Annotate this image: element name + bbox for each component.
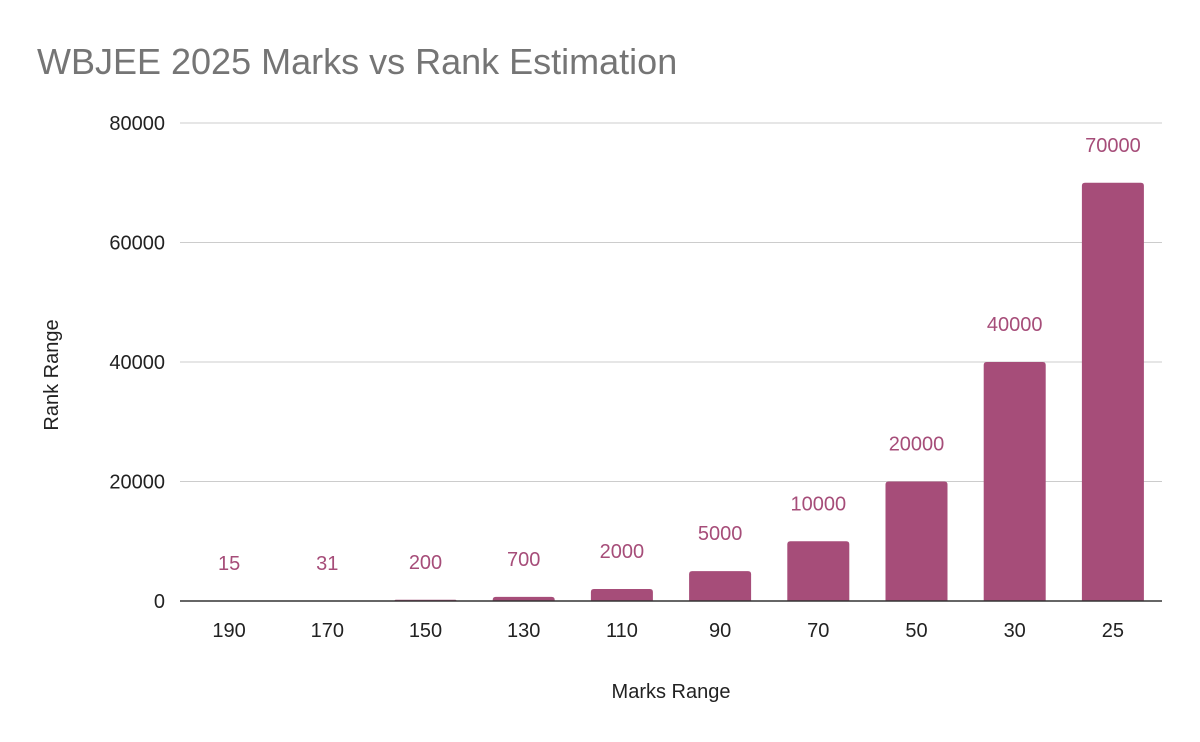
data-label: 5000 — [698, 523, 743, 545]
data-label: 70000 — [1085, 135, 1141, 157]
x-tick-label: 170 — [311, 620, 344, 642]
x-tick-label: 130 — [507, 620, 540, 642]
chart-title: WBJEE 2025 Marks vs Rank Estimation — [37, 41, 677, 82]
bar — [1081, 182, 1144, 601]
y-tick-label: 40000 — [109, 352, 165, 374]
data-label: 31 — [316, 553, 338, 575]
data-label: 40000 — [987, 314, 1043, 336]
x-axis-title: Marks Range — [612, 681, 731, 703]
x-tick-label: 190 — [212, 620, 245, 642]
bar — [983, 362, 1046, 601]
data-label: 20000 — [889, 434, 945, 456]
y-tick-label: 60000 — [109, 233, 165, 255]
bar — [689, 571, 752, 601]
data-label: 10000 — [790, 493, 846, 515]
bar — [787, 541, 850, 601]
bar — [885, 481, 948, 601]
data-label: 2000 — [600, 541, 645, 563]
data-label: 200 — [409, 552, 442, 574]
x-tick-label: 50 — [905, 620, 927, 642]
x-tick-label: 30 — [1004, 620, 1026, 642]
y-tick-label: 0 — [154, 591, 165, 613]
x-tick-label: 70 — [807, 620, 829, 642]
data-label: 15 — [218, 553, 240, 575]
bar — [590, 589, 653, 601]
x-tick-label: 90 — [709, 620, 731, 642]
x-tick-label: 150 — [409, 620, 442, 642]
x-tick-label: 25 — [1102, 620, 1124, 642]
bar — [492, 596, 555, 601]
y-axis-title: Rank Range — [41, 319, 63, 430]
y-tick-label: 80000 — [109, 113, 165, 135]
y-tick-label: 20000 — [109, 472, 165, 494]
x-tick-label: 110 — [606, 620, 638, 642]
data-label: 700 — [507, 549, 540, 571]
